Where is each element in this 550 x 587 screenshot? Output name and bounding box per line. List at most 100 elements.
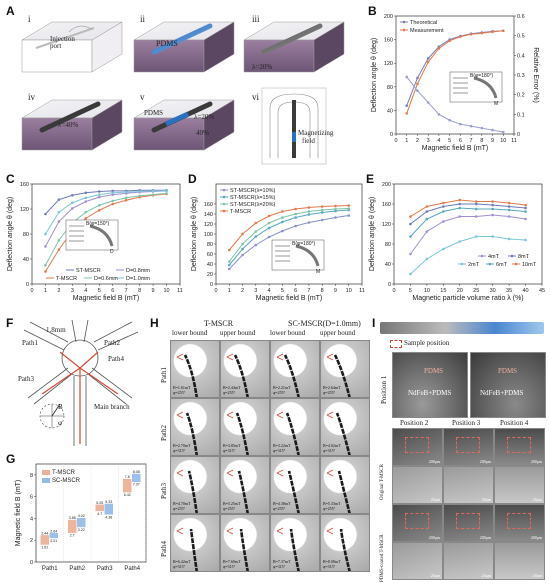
field-arrow xyxy=(326,469,334,477)
data-point xyxy=(426,101,430,104)
legend-label: T-MSCR xyxy=(56,276,77,282)
x-tick-label: 4 xyxy=(437,138,440,144)
series-line xyxy=(45,190,167,235)
sample-box xyxy=(507,437,531,453)
bar-lower-label: 7.37 xyxy=(133,483,140,487)
panel-a-illustrations: i ii iii iv v vi Injection port PDMS λ=2… xyxy=(14,10,345,165)
robot-curve xyxy=(176,411,199,455)
data-point xyxy=(254,235,258,238)
y-tick-label: 120 xyxy=(382,222,391,228)
data-point xyxy=(84,210,88,214)
y2-axis-label: Relative Error (%) xyxy=(532,47,539,103)
x-tick-label: 5 xyxy=(409,288,412,294)
data-point xyxy=(491,30,494,34)
data-point xyxy=(254,243,258,247)
y-tick-label: 0 xyxy=(26,282,29,288)
inset-sublabel: M xyxy=(494,101,498,107)
h-header-scmscr: SC-MSCR(D=1.0mm) xyxy=(288,319,361,328)
h-cell-value: B=7.60mT φ=315° xyxy=(223,559,241,569)
robot-body xyxy=(187,470,199,513)
data-point xyxy=(165,189,168,193)
robot-body xyxy=(189,528,199,571)
range-bar xyxy=(40,535,49,545)
legend-label: 2mT xyxy=(468,262,480,268)
data-point xyxy=(507,237,511,241)
scale-bar-label: 20μm xyxy=(532,572,542,578)
data-point xyxy=(409,235,412,238)
x-tick-label: 9 xyxy=(334,288,337,294)
y-tick-label: 80 xyxy=(207,242,213,248)
data-point xyxy=(44,270,47,273)
width-label: 1.8mm xyxy=(46,326,66,334)
series-line xyxy=(228,209,349,266)
lambda20b-label: λ=20% xyxy=(194,113,215,121)
x-axis-label: Magnetic particle volume ratio λ (%) xyxy=(412,295,523,302)
data-point xyxy=(227,263,231,267)
legend-label: ST-MSCR(λ=15%) xyxy=(230,195,276,201)
y2-tick-label: 0 xyxy=(517,132,520,138)
data-point xyxy=(425,205,429,208)
legend-marker xyxy=(514,262,518,266)
x-tick-label: 6 xyxy=(459,138,462,144)
range-bar xyxy=(123,478,132,493)
data-point xyxy=(409,272,412,276)
y-tick-label: 6 xyxy=(30,495,33,501)
data-point xyxy=(57,248,61,251)
field-arrow xyxy=(276,411,284,419)
data-point xyxy=(320,218,324,222)
scale-bar-label: 200μm xyxy=(530,458,542,464)
bar-lower-label: 2.21 xyxy=(50,539,57,543)
scale-bar-label: 20μm xyxy=(481,496,491,502)
y-tick-label: 20 xyxy=(207,272,213,278)
series-line xyxy=(410,203,526,225)
y-tick-label: 160 xyxy=(382,202,391,208)
h-cell-value: B=2.64mT φ=255° xyxy=(323,385,341,395)
data-point xyxy=(227,267,231,271)
data-point xyxy=(334,209,337,213)
label-i: i xyxy=(28,14,31,24)
row-label-coated: PDMS-coated T-MSCR xyxy=(380,534,385,582)
data-point xyxy=(442,205,445,208)
path2-label: Path2 xyxy=(104,339,120,347)
branch-diagram xyxy=(23,319,139,446)
data-point xyxy=(409,222,412,226)
legend-marker xyxy=(402,20,406,24)
sem-image: 20μm xyxy=(443,466,494,504)
bar-upper-label: 2.44 xyxy=(41,531,48,535)
h-cell-value: B=4.02mT φ=315° xyxy=(323,443,341,453)
inset-sublabel: M xyxy=(316,269,320,275)
x-tick-label: 3 xyxy=(71,288,74,294)
position4-label: Position 4 xyxy=(500,419,529,427)
y-tick-label: 60 xyxy=(207,252,213,258)
legend-marker xyxy=(222,195,226,199)
robot-shape xyxy=(473,76,498,99)
data-point xyxy=(227,260,231,263)
range-bar xyxy=(132,473,141,482)
legend-marker xyxy=(510,254,514,258)
data-point xyxy=(347,207,351,210)
bar-upper-label: 4.02 xyxy=(78,514,85,518)
h-photo-cell: B=5.33mT φ=255° xyxy=(320,456,370,514)
h-cell-value: B=4.70mT φ=255° xyxy=(173,501,191,511)
x-tick-label: 0 xyxy=(394,138,397,144)
series-line xyxy=(406,30,504,106)
y-tick-label: 120 xyxy=(20,207,29,213)
robot-curve xyxy=(226,469,249,513)
h-photo-cell: B=5.25mT φ=255° xyxy=(220,456,270,514)
position3-label: Position 3 xyxy=(452,419,481,427)
data-point xyxy=(97,195,101,199)
legend-label: ST-MSCR(λ=10%) xyxy=(230,188,276,194)
data-point xyxy=(241,242,244,246)
y-tick-label: 80 xyxy=(23,232,29,238)
field-arrow xyxy=(276,469,284,477)
label-iii: iii xyxy=(252,14,260,24)
robot-body xyxy=(233,354,249,397)
h-cell-value: B=2.21mT φ=255° xyxy=(273,385,291,395)
robot-curve xyxy=(226,353,249,397)
y-axis-label: Deflection angle θ (deg) xyxy=(369,197,376,271)
data-point xyxy=(241,232,244,236)
x-tick-label: 0 xyxy=(392,288,395,294)
legend-marker xyxy=(222,188,226,192)
data-point xyxy=(281,210,284,213)
data-point xyxy=(405,75,409,79)
